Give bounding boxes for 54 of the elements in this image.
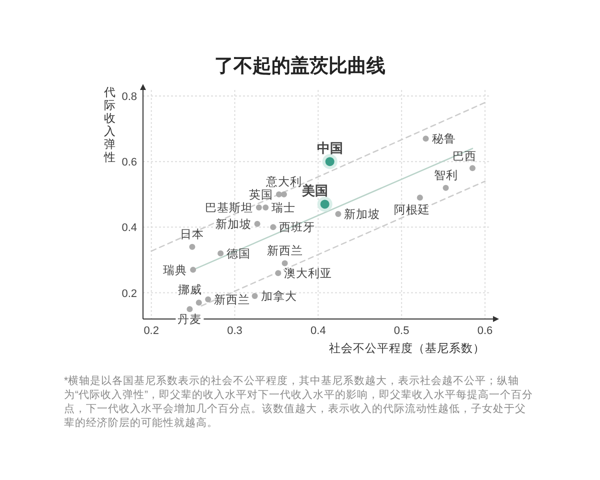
point xyxy=(416,194,423,201)
y-tick-label: 0.2 xyxy=(122,288,137,300)
x-tick-label: 0.6 xyxy=(477,325,493,337)
point xyxy=(442,184,449,191)
annotation: 挪威 xyxy=(178,284,202,297)
point xyxy=(262,204,269,210)
annotation: 秘鲁 xyxy=(432,132,456,146)
x-axis-title: 社会不公平程度（基尼系数） xyxy=(329,341,485,355)
annotation: 瑞典 xyxy=(163,264,188,277)
point xyxy=(189,244,196,250)
x-tick-label: 0.4 xyxy=(310,325,326,337)
annotation: 英国 xyxy=(248,188,273,202)
text: *横轴是以各国基尼系数表示的社会不公平程度，其中基尼系数越大，表示社会越不公平；纵轴为“代际收入弹性”，即父辈的收入水平对下一代收入水平的影响，即父辈收入水平每提高一个百分点，下一代收入水平会增加几个百分点。该数值越大，表示收入的代际流动性越低，子女处于父辈的经济阶层的可能性就越高。 xyxy=(64,374,534,430)
annotation: 西班牙 xyxy=(279,221,316,234)
annotation: 德国 xyxy=(226,247,251,260)
point xyxy=(196,300,202,306)
annotation: 新加坡 xyxy=(344,207,380,222)
point xyxy=(276,191,282,198)
annotation: 中国 xyxy=(316,140,343,156)
annotation: 巴基斯坦 xyxy=(204,202,253,214)
x-tick-label: 0.3 xyxy=(227,325,242,337)
point xyxy=(254,220,260,227)
point xyxy=(256,204,262,210)
point xyxy=(252,293,258,300)
point xyxy=(218,250,224,256)
y-tick-label: 0.8 xyxy=(122,91,137,103)
annotation: 新西兰 xyxy=(266,243,303,258)
annotation: 瑞士 xyxy=(272,202,296,214)
point xyxy=(335,211,342,218)
y-tick-label: 0.6 xyxy=(122,156,137,169)
x-tick-label: 0.2 xyxy=(144,325,159,337)
point xyxy=(205,296,212,302)
point xyxy=(282,260,288,266)
y-tick-label: 0.4 xyxy=(122,222,137,234)
annotation: 意大利 xyxy=(264,175,302,188)
annotation: 阿根廷 xyxy=(394,204,430,217)
annotation: 澳大利亚 xyxy=(284,267,332,280)
annotation: 巴西 xyxy=(452,150,476,164)
y-axis-title: 代际收入弹性 xyxy=(103,86,116,164)
point xyxy=(422,136,429,142)
annotation: 美国 xyxy=(300,183,328,198)
x-tick-label: 0.5 xyxy=(394,325,410,337)
annotation: 新西兰 xyxy=(214,292,250,306)
annotation: 加拿大 xyxy=(260,290,297,304)
point xyxy=(186,306,193,312)
point xyxy=(190,266,196,273)
point xyxy=(469,165,476,172)
point xyxy=(270,224,276,230)
annotation: 日本 xyxy=(180,228,204,241)
annotation: 智利 xyxy=(434,168,458,182)
point xyxy=(275,270,282,276)
chart-title: 了不起的盖茨比曲线 xyxy=(214,55,386,77)
annotation: 新加坡 xyxy=(215,216,252,231)
annotation: 丹麦 xyxy=(178,313,202,326)
